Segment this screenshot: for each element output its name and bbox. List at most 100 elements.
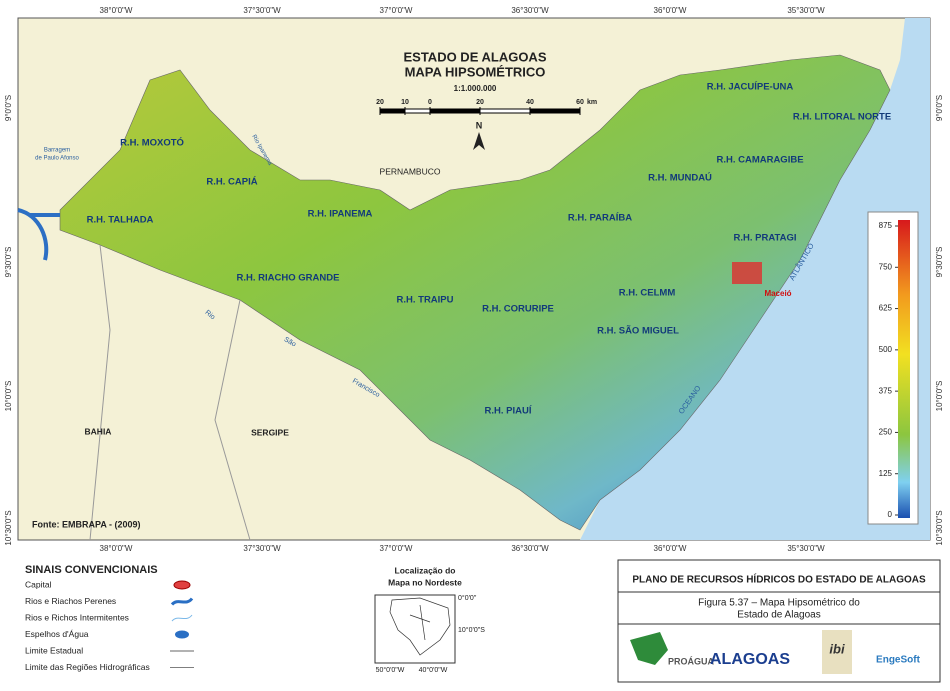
alagoas-terrain bbox=[59, 54, 891, 531]
scale-text: 1:1.000.000 bbox=[454, 84, 497, 93]
region-label: R.H. CORURIPE bbox=[482, 304, 554, 315]
plan-title: PLANO DE RECURSOS HÍDRICOS DO ESTADO DE … bbox=[632, 573, 926, 586]
ocean bbox=[580, 18, 930, 540]
inset-label: 40°0'0"W bbox=[419, 666, 448, 674]
longitude-label: 36°0'0"W bbox=[654, 544, 687, 553]
longitude-label: 36°30'0"W bbox=[511, 544, 549, 553]
longitude-label: 38°0'0"W bbox=[100, 544, 133, 553]
region-label: R.H. PARAÍBA bbox=[568, 213, 632, 224]
logo-shape bbox=[630, 632, 668, 665]
region-label: R.H. CAMARAGIBE bbox=[716, 155, 803, 166]
inset-label: 50°0'0"W bbox=[376, 666, 405, 674]
longitude-label: 37°30'0"W bbox=[243, 544, 281, 553]
figure-title: Estado de Alagoas bbox=[737, 610, 820, 621]
region-label: R.H. RIACHO GRANDE bbox=[237, 273, 340, 284]
logo: PROÁGUA bbox=[668, 656, 715, 666]
elevation-legend-box bbox=[867, 211, 919, 525]
latitude-label: 10°30'0"S bbox=[935, 510, 944, 545]
region-label: R.H. TALHADA bbox=[87, 215, 154, 226]
logo: ALAGOAS bbox=[710, 651, 790, 668]
longitude-label: 35°30'0"W bbox=[787, 544, 825, 553]
north-label: N bbox=[476, 120, 483, 130]
legend-label: Limite das Regiões Hidrográficas bbox=[25, 662, 150, 672]
scale-bar: 20 10 0 20 40 60 km bbox=[376, 99, 597, 115]
longitude-label: 37°30'0"W bbox=[243, 6, 281, 15]
title-block bbox=[617, 559, 941, 683]
legend-label: Rios e Riachos Perenes bbox=[25, 596, 116, 606]
latitude-label: 10°0'0"S bbox=[935, 381, 944, 412]
capital-area bbox=[732, 262, 762, 284]
logo: ibi bbox=[829, 641, 845, 656]
region-label: R.H. LITORAL NORTE bbox=[793, 112, 891, 123]
longitude-label: 36°0'0"W bbox=[654, 6, 687, 15]
legend: Capital Rios e Riachos Perenes Rios e Rich… bbox=[25, 579, 194, 672]
legend-label: Rios e Richos Intermitentes bbox=[25, 612, 129, 622]
scale-segment bbox=[430, 109, 480, 113]
scale-tick-label: 10 bbox=[401, 99, 409, 106]
legend-label: Capital bbox=[25, 579, 52, 589]
longitude-label: 35°30'0"W bbox=[787, 6, 825, 15]
legend-symbol bbox=[170, 597, 194, 606]
colorbar-tick-label: 250 bbox=[879, 428, 893, 437]
scale-segment bbox=[380, 109, 405, 113]
inset-title: Mapa no Nordeste bbox=[388, 577, 462, 587]
latitude-label: 9°30'0"S bbox=[4, 247, 13, 278]
place-label: de Paulo Afonso bbox=[35, 156, 79, 162]
longitude-label: 37°0'0"W bbox=[380, 6, 413, 15]
colorbar-tick-label: 875 bbox=[879, 221, 893, 230]
colorbar-tick-label: 625 bbox=[879, 304, 893, 313]
region-label: R.H. PRATAGI bbox=[734, 233, 797, 244]
place-label: PERNAMBUCO bbox=[380, 166, 441, 176]
legend-symbol bbox=[171, 614, 193, 622]
scale-tick-label: 0 bbox=[428, 99, 432, 106]
logo: EngeSoft bbox=[876, 655, 921, 666]
place-label: Barragem bbox=[44, 148, 70, 154]
inset-label: 10°0'0"S bbox=[458, 626, 485, 634]
region-label: R.H. PIAUÍ bbox=[485, 406, 532, 417]
region-label: R.H. IPANEMA bbox=[308, 209, 373, 220]
figure-title: Figura 5.37 – Mapa Hipsométrico do bbox=[698, 598, 860, 609]
state-limit bbox=[89, 244, 251, 541]
region-label: R.H. MUNDAÚ bbox=[648, 172, 712, 184]
place-label: Maceió bbox=[764, 289, 791, 298]
scale-tick-label: 40 bbox=[526, 99, 534, 106]
elevation-colorbar bbox=[898, 220, 910, 518]
colorbar-tick-label: 500 bbox=[879, 345, 893, 354]
source: Fonte: EMBRAPA - (2009) bbox=[32, 519, 141, 529]
colorbar-tick-label: 750 bbox=[879, 262, 893, 271]
map-title: ESTADO DE ALAGOAS bbox=[403, 49, 546, 64]
region-label: R.H. MOXOTÓ bbox=[120, 137, 184, 149]
legend-label: Espelhos d'Água bbox=[25, 629, 89, 639]
longitude-label: 37°0'0"W bbox=[380, 544, 413, 553]
inset-frame bbox=[374, 594, 456, 664]
map-subtitle: MAPA HIPSOMÉTRICO bbox=[405, 64, 546, 79]
region-label: R.H. CELMM bbox=[619, 288, 676, 299]
legend-symbol bbox=[173, 580, 191, 590]
colorbar-tick-label: 125 bbox=[879, 469, 893, 478]
region-label: R.H. CAPIÁ bbox=[206, 177, 257, 188]
place-label: SERGIPE bbox=[251, 427, 289, 437]
scale-tick-label: 60 bbox=[576, 99, 584, 106]
scale-segment bbox=[530, 109, 580, 113]
colorbar-tick-label: 375 bbox=[879, 386, 893, 395]
latitude-label: 9°30'0"S bbox=[935, 247, 944, 278]
latitude-label: 9°0'0"S bbox=[935, 95, 944, 121]
place-label: BAHIA bbox=[85, 426, 112, 436]
latitude-label: 9°0'0"S bbox=[4, 95, 13, 121]
latitude-label: 10°30'0"S bbox=[4, 510, 13, 545]
inset-label: 0°0'0" bbox=[458, 594, 477, 602]
legend-label: Limite Estadual bbox=[25, 645, 83, 655]
scale-unit: km bbox=[587, 99, 597, 106]
region-label: R.H. SÃO MIGUEL bbox=[597, 326, 679, 337]
logo-shape bbox=[822, 630, 852, 674]
region-label: R.H. JACUÍPE-UNA bbox=[707, 82, 794, 93]
scale-tick-label: 20 bbox=[376, 99, 384, 106]
scale-tick-label: 20 bbox=[476, 99, 484, 106]
reservoir bbox=[17, 208, 60, 261]
north-arrow bbox=[473, 132, 485, 150]
region-label: R.H. TRAIPU bbox=[397, 295, 454, 306]
longitude-label: 38°0'0"W bbox=[100, 6, 133, 15]
legend-symbol bbox=[175, 630, 189, 639]
inset-title: Localização do bbox=[395, 565, 456, 575]
legend-title: SINAIS CONVENCIONAIS bbox=[25, 564, 158, 576]
